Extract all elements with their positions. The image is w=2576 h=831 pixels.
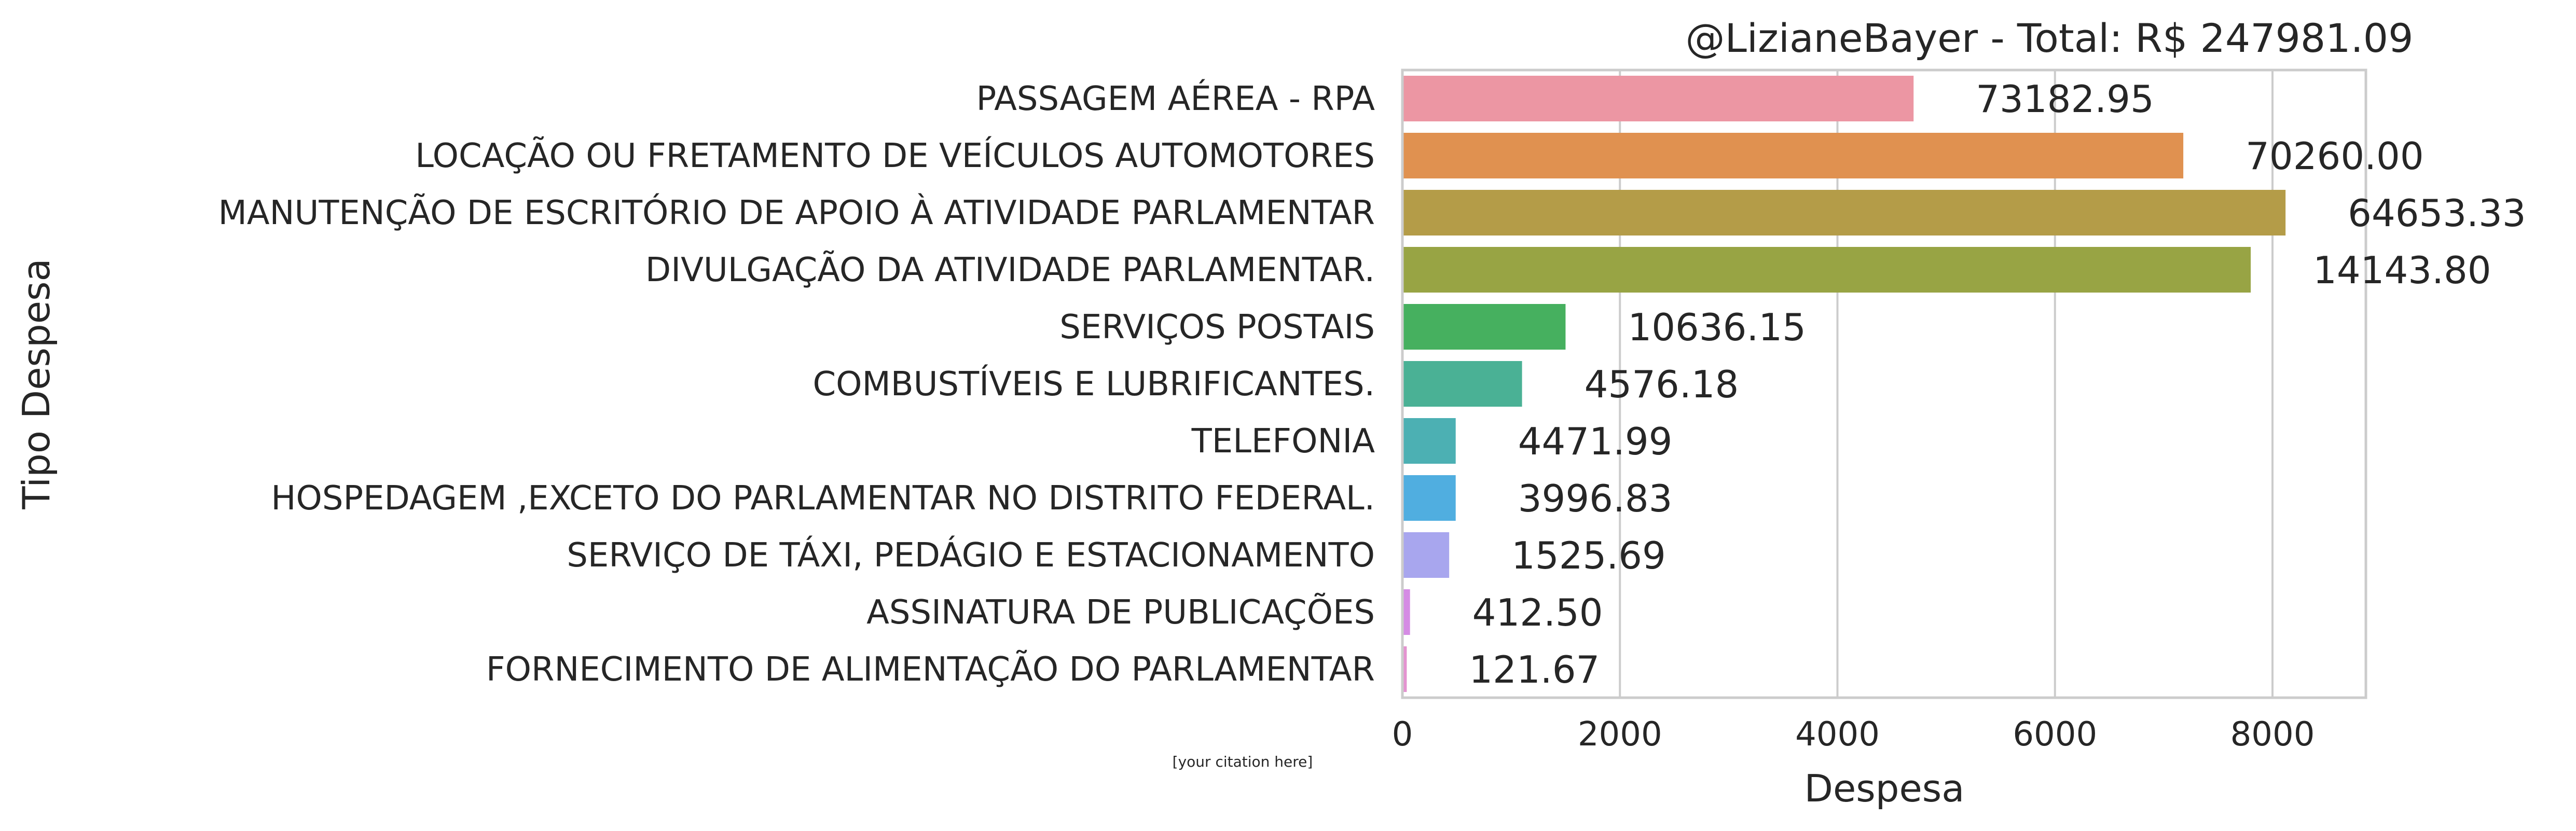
x-tick-label: 0 <box>1392 715 1413 754</box>
bar <box>1402 76 1914 121</box>
bar <box>1402 304 1566 350</box>
value-label: 70260.00 <box>2246 134 2424 178</box>
value-label: 3996.83 <box>1518 477 1673 520</box>
x-tick-label: 2000 <box>1578 715 1662 754</box>
value-label: 14143.80 <box>2313 248 2491 292</box>
value-label: 1525.69 <box>1511 534 1666 577</box>
citation-text: [your citation here] <box>1173 753 1313 770</box>
bar <box>1402 532 1450 578</box>
y-axis-label: Tipo Despesa <box>15 258 58 509</box>
bar <box>1402 589 1410 635</box>
category-label: TELEFONIA <box>1191 422 1375 461</box>
bar <box>1402 418 1456 464</box>
value-labels: 73182.95 70260.00 64653.33 14143.80 10636.15… <box>1469 77 2526 691</box>
x-tick-label: 8000 <box>2230 715 2315 754</box>
category-label: SERVIÇOS POSTAIS <box>1059 308 1375 347</box>
bar <box>1402 475 1456 521</box>
value-label: 412.50 <box>1472 591 1603 634</box>
value-label: 10636.15 <box>1628 306 1806 349</box>
category-label: MANUTENÇÃO DE ESCRITÓRIO DE APOIO À ATIV… <box>218 193 1375 232</box>
x-tick-label: 6000 <box>2013 715 2097 754</box>
category-labels: PASSAGEM AÉREA - RPA LOCAÇÃO OU FRETAMENT… <box>218 79 1375 689</box>
category-label: LOCAÇÃO OU FRETAMENTO DE VEÍCULOS AUTOMO… <box>415 136 1375 175</box>
value-label: 73182.95 <box>1976 77 2154 121</box>
plot-frame <box>1401 68 2367 699</box>
value-label: 64653.33 <box>2348 191 2526 235</box>
bar <box>1402 361 1522 407</box>
bar <box>1402 646 1407 692</box>
category-label: FORNECIMENTO DE ALIMENTAÇÃO DO PARLAMENT… <box>486 650 1375 689</box>
bar <box>1402 133 2184 178</box>
category-label: HOSPEDAGEM ,EXCETO DO PARLAMENTAR NO DIS… <box>271 479 1375 518</box>
value-label: 4471.99 <box>1518 420 1673 463</box>
category-label: COMBUSTÍVEIS E LUBRIFICANTES. <box>812 364 1375 404</box>
x-tick-label: 4000 <box>1795 715 1880 754</box>
category-label: PASSAGEM AÉREA - RPA <box>976 79 1375 118</box>
category-label: DIVULGAÇÃO DA ATIVIDADE PARLAMENTAR. <box>645 251 1375 289</box>
x-tick-labels: 0 2000 4000 6000 8000 <box>1392 715 2315 754</box>
value-label: 4576.18 <box>1585 363 1739 406</box>
category-label: ASSINATURA DE PUBLICAÇÕES <box>866 593 1375 632</box>
bar <box>1402 247 2251 293</box>
bar <box>1402 190 2286 236</box>
category-label: SERVIÇO DE TÁXI, PEDÁGIO E ESTACIONAMENT… <box>567 535 1375 575</box>
bars <box>1402 76 2286 692</box>
chart-title: @LizianeBayer - Total: R$ 247981.09 <box>1686 15 2414 61</box>
value-label: 121.67 <box>1469 648 1600 691</box>
x-axis-label: Despesa <box>1804 767 1965 810</box>
